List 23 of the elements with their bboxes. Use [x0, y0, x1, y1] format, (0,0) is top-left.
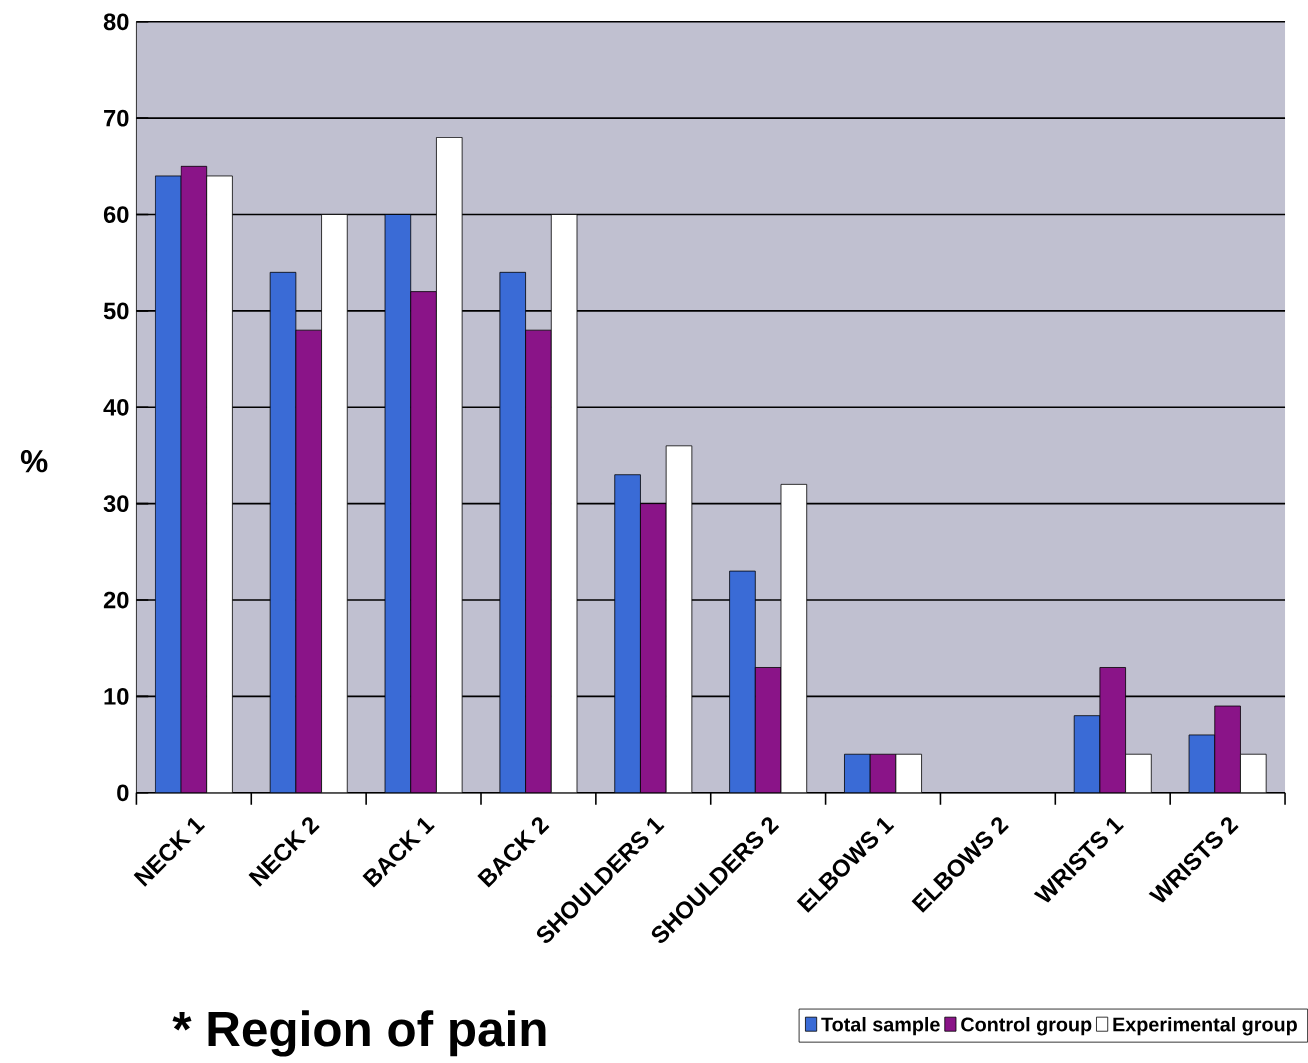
bar: [206, 175, 233, 793]
y-tick-label: 50: [103, 302, 129, 320]
legend-label: Control group: [961, 1016, 1092, 1036]
y-tick-label: 70: [104, 109, 129, 127]
bar: [895, 754, 922, 793]
y-tick-label: 30: [103, 495, 129, 513]
y-tick-label: 40: [103, 398, 129, 416]
bar: [1125, 754, 1152, 793]
bar: [781, 484, 807, 793]
y-axis-title: %: [20, 450, 48, 473]
legend-label: Total sample: [821, 1016, 940, 1036]
bar: [1240, 753, 1267, 793]
y-tick-label: 10: [104, 687, 129, 705]
bar: [436, 137, 463, 793]
bar: [666, 445, 692, 793]
y-tick-label: 0: [117, 784, 129, 802]
legend-label: Experimental group: [1113, 1016, 1297, 1036]
y-tick-label: 60: [103, 206, 129, 223]
y-tick-label: 20: [103, 591, 129, 609]
bar: [551, 214, 577, 793]
x-axis-title: * Region of pain: [172, 1010, 546, 1057]
bar: [321, 214, 348, 793]
y-tick-label: 80: [103, 13, 129, 31]
